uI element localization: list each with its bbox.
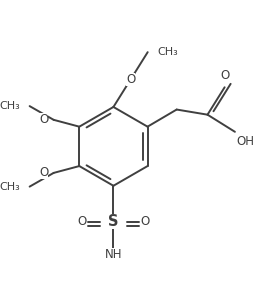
Text: O: O [77,215,86,228]
Text: S: S [108,214,119,229]
Text: CH₃: CH₃ [0,182,20,192]
Text: O: O [140,215,150,228]
Text: O: O [39,166,49,180]
Text: O: O [126,73,135,86]
Text: O: O [39,113,49,126]
Text: NH: NH [105,248,122,261]
Text: O: O [220,69,229,82]
Text: CH₃: CH₃ [0,101,20,111]
Text: CH₃: CH₃ [157,47,178,57]
Text: OH: OH [237,135,254,148]
